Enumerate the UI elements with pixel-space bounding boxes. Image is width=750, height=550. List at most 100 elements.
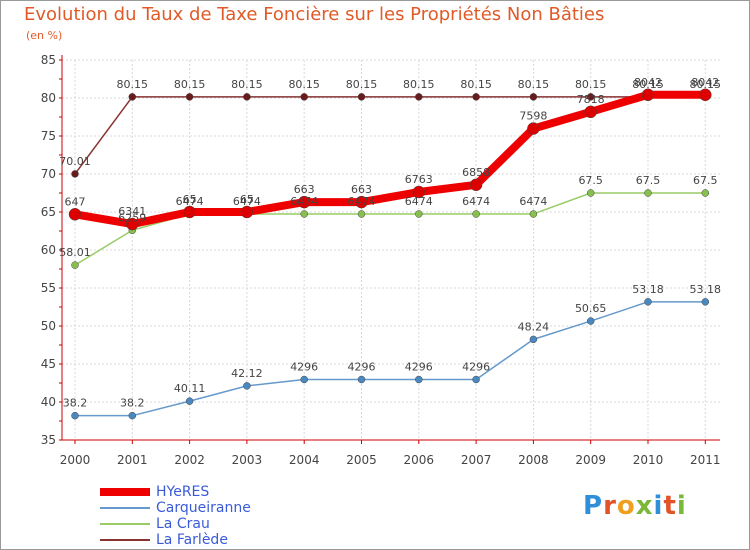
data-label-hyeres: 7598 <box>519 110 547 123</box>
series-line-lacrau <box>74 192 706 266</box>
data-point-carqueiranne <box>128 411 137 420</box>
y-tick-label: 40 <box>41 395 56 409</box>
chart-title: Evolution du Taux de Taxe Foncière sur l… <box>24 4 605 25</box>
data-point-lafarlde <box>357 93 366 101</box>
data-label-carqueiranne: 38.2 <box>120 397 145 410</box>
data-label-lafarlde: 80.15 <box>117 78 149 91</box>
data-label-lafarlde: 80.15 <box>174 78 206 91</box>
series-lines <box>68 88 712 420</box>
data-label-hyeres: 6858 <box>462 166 490 179</box>
data-point-lacrau <box>415 210 423 218</box>
data-label-lacrau: 6474 <box>290 195 318 208</box>
data-label-lafarlde: 80.15 <box>690 78 722 91</box>
data-label-hyeres: 663 <box>351 183 372 196</box>
data-label-lacrau: 6474 <box>405 195 433 208</box>
data-point-hyeres <box>469 178 483 192</box>
legend-item: La Farlède <box>100 532 360 548</box>
data-label-lafarlde: 80.15 <box>403 78 435 91</box>
series-line-carqueiranne <box>75 301 706 417</box>
legend-item: La Crau <box>100 516 360 532</box>
y-tick-label: 50 <box>41 319 56 333</box>
data-label-carqueiranne: 50.65 <box>575 302 607 315</box>
data-point-lafarlde <box>128 93 137 101</box>
data-label-lafarlde: 80.15 <box>231 78 263 91</box>
data-label-carqueiranne: 38.2 <box>63 397 88 410</box>
data-label-lacrau: 6474 <box>462 195 490 208</box>
data-point-hyeres <box>641 88 655 102</box>
data-point-hyeres <box>412 185 426 199</box>
x-tick-label: 2009 <box>575 453 606 467</box>
data-point-hyeres <box>183 205 196 219</box>
data-point-hyeres <box>355 195 368 209</box>
data-point-carqueiranne <box>529 335 538 344</box>
legend-label: Carqueiranne <box>156 500 251 516</box>
legend-label: La Farlède <box>156 532 228 548</box>
data-label-lacrau: 67.5 <box>578 174 603 187</box>
data-point-lafarlde <box>586 93 595 101</box>
data-point-lacrau <box>529 210 538 218</box>
y-tick-label: 35 <box>41 433 56 447</box>
data-label-lafarlde: 70.01 <box>59 155 91 168</box>
data-point-lafarlde <box>472 93 480 101</box>
data-point-carqueiranne <box>71 411 79 420</box>
x-tick-label: 2004 <box>289 453 320 467</box>
data-point-hyeres <box>68 208 82 221</box>
data-label-carqueiranne: 4296 <box>290 361 318 374</box>
data-label-hyeres: 6763 <box>405 173 433 186</box>
data-point-hyeres <box>699 88 712 102</box>
data-point-lafarlde <box>529 93 538 101</box>
y-tick-label: 75 <box>41 129 56 143</box>
legend-swatch <box>100 539 150 541</box>
unit-label: (en %) <box>26 29 63 42</box>
data-point-carqueiranne <box>243 382 251 390</box>
data-label-hyeres: 65 <box>240 193 254 206</box>
series-line-hyeres <box>74 90 706 229</box>
y-tick-label: 55 <box>41 281 56 295</box>
logo-letter: P <box>583 491 604 521</box>
data-label-lafarlde: 80.15 <box>346 78 378 91</box>
data-point-lacrau <box>586 189 595 197</box>
data-point-lafarlde <box>300 93 308 101</box>
data-point-carqueiranne <box>472 375 480 384</box>
data-label-carqueiranne: 53.18 <box>632 283 664 296</box>
data-label-lacrau: 6474 <box>519 195 547 208</box>
y-tick-label: 85 <box>41 53 56 67</box>
x-tick-label: 2005 <box>346 453 377 467</box>
data-point-hyeres <box>126 217 139 231</box>
data-point-lafarlde <box>71 170 79 178</box>
y-tick-label: 80 <box>41 91 56 105</box>
data-point-hyeres <box>584 105 597 119</box>
data-point-lacrau <box>300 210 308 218</box>
legend-label: La Crau <box>156 516 210 532</box>
data-point-lacrau <box>71 261 79 269</box>
data-point-hyeres <box>297 195 311 209</box>
logo-letter: i <box>653 491 664 521</box>
x-tick-label: 2008 <box>518 453 549 467</box>
data-label-lafarlde: 80.15 <box>460 78 492 91</box>
data-label-lafarlde: 80.15 <box>632 78 664 91</box>
data-point-carqueiranne <box>415 375 423 384</box>
series-line-lafarlde <box>74 96 706 175</box>
data-label-hyeres: 8042 <box>691 76 719 89</box>
data-label-hyeres: 8042 <box>634 76 662 89</box>
x-tick-label: 2007 <box>461 453 492 467</box>
data-label-hyeres: 65 <box>183 193 197 206</box>
data-point-lafarlde <box>185 93 194 101</box>
data-label-lacrau: 6474 <box>348 195 376 208</box>
legend-swatch <box>100 523 150 525</box>
grid <box>62 59 720 440</box>
data-point-lacrau <box>357 210 366 218</box>
y-tick-label: 45 <box>41 357 56 371</box>
data-label-carqueiranne: 48.24 <box>518 320 550 333</box>
data-label-carqueiranne: 4296 <box>348 361 376 374</box>
logo-letter: o <box>616 491 636 521</box>
legend-swatch <box>100 507 150 509</box>
legend-item: Carqueiranne <box>100 500 360 516</box>
data-label-carqueiranne: 4296 <box>405 361 433 374</box>
data-label-lafarlde: 80.15 <box>575 78 607 91</box>
data-label-carqueiranne: 53.18 <box>690 283 722 296</box>
data-point-carqueiranne <box>357 375 366 384</box>
data-label-hyeres: 7818 <box>577 93 605 106</box>
logo-letter: i <box>676 491 687 521</box>
